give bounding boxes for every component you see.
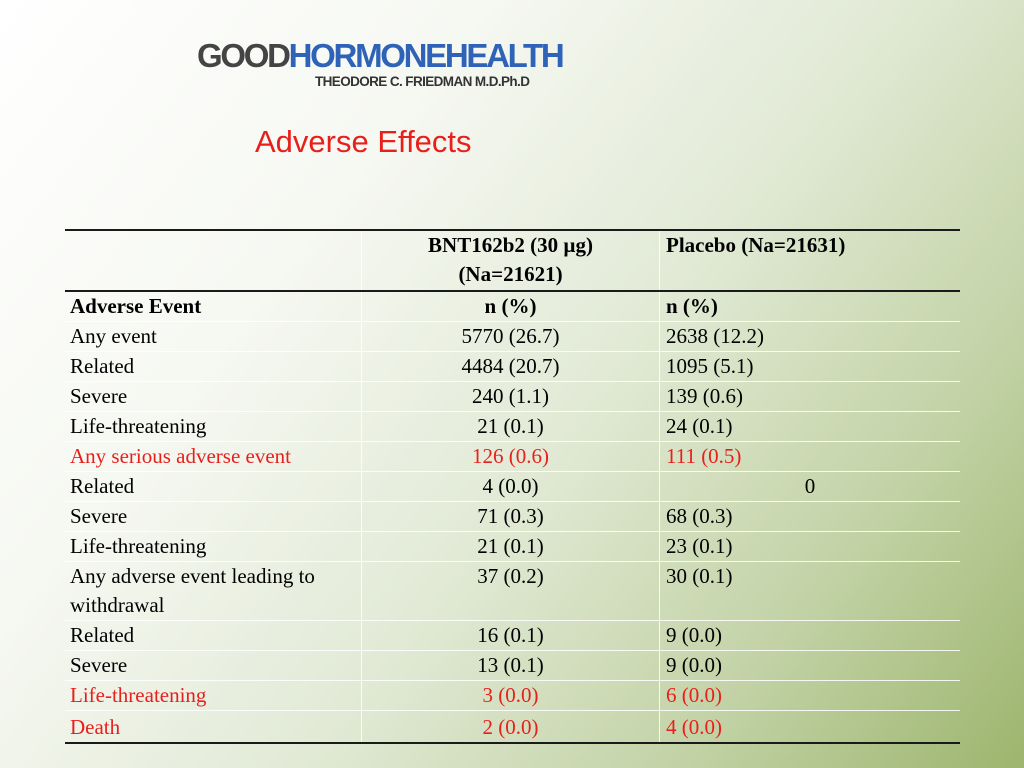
logo-subtitle: THEODORE C. FRIEDMAN M.D.Ph.D (315, 74, 530, 89)
row-placebo-value: 6 (0.0) (666, 683, 722, 707)
row-label: Related (65, 472, 362, 501)
row-bnt-value: 2 (0.0) (362, 711, 660, 742)
subheader-placebo: n (%) (666, 294, 718, 318)
adverse-events-table: BNT162b2 (30 µg) (Na=21621) Placebo (Na=… (65, 229, 960, 744)
row-label: Life-threatening (65, 412, 362, 441)
row-label: Life-threatening (65, 681, 362, 710)
row-bnt-value: 5770 (26.7) (362, 322, 660, 351)
row-placebo-value: 1095 (5.1) (666, 354, 754, 378)
table-row: Severe 13 (0.1) 9 (0.0) (65, 651, 960, 681)
row-label: Severe (65, 382, 362, 411)
header-placebo-cell: Placebo (Na=21631) (666, 233, 846, 257)
page-title: Adverse Effects (255, 124, 472, 159)
table-row: Any adverse event leading to withdrawal … (65, 562, 960, 621)
row-placebo-value: 9 (0.0) (666, 623, 722, 647)
table-row: Severe 240 (1.1) 139 (0.6) (65, 382, 960, 412)
row-placebo-value: 68 (0.3) (666, 504, 733, 528)
logo: GOODHORMONEHEALTH THEODORE C. FRIEDMAN M… (197, 38, 565, 96)
table-header-row: BNT162b2 (30 µg) (Na=21621) Placebo (Na=… (65, 231, 960, 292)
table-row: Any serious adverse event 126 (0.6) 111 … (65, 442, 960, 472)
row-bnt-value: 3 (0.0) (362, 681, 660, 710)
row-placebo-value: 24 (0.1) (666, 414, 733, 438)
row-label: Severe (65, 651, 362, 680)
row-bnt-value: 126 (0.6) (362, 442, 660, 471)
row-bnt-value: 13 (0.1) (362, 651, 660, 680)
row-placebo-value: 111 (0.5) (666, 444, 742, 468)
table-row: Life-threatening 3 (0.0) 6 (0.0) (65, 681, 960, 711)
row-placebo-value: 4 (0.0) (666, 715, 722, 739)
row-bnt-value: 37 (0.2) (362, 562, 660, 620)
row-label: Related (65, 352, 362, 381)
header-bnt-line1: BNT162b2 (30 µg) (428, 233, 593, 257)
header-bnt-cell: BNT162b2 (30 µg) (Na=21621) (362, 231, 660, 290)
row-placebo-value: 139 (0.6) (666, 384, 743, 408)
row-bnt-value: 71 (0.3) (362, 502, 660, 531)
table-row: Related 16 (0.1) 9 (0.0) (65, 621, 960, 651)
row-placebo-value: 9 (0.0) (666, 653, 722, 677)
row-placebo-value: 30 (0.1) (666, 564, 733, 588)
row-bnt-value: 240 (1.1) (362, 382, 660, 411)
row-label: Any serious adverse event (65, 442, 362, 471)
table-row: Any event 5770 (26.7) 2638 (12.2) (65, 322, 960, 352)
row-label: Death (65, 711, 362, 742)
table-row: Related 4484 (20.7) 1095 (5.1) (65, 352, 960, 382)
logo-hormonehealth: HORMONEHEALTH (288, 37, 565, 74)
row-bnt-value: 4484 (20.7) (362, 352, 660, 381)
header-bnt-line2: (Na=21621) (458, 262, 563, 286)
row-placebo-value: 0 (804, 474, 816, 498)
table-subheader-row: Adverse Event n (%) n (%) (65, 292, 960, 322)
row-bnt-value: 16 (0.1) (362, 621, 660, 650)
row-placebo-value: 2638 (12.2) (666, 324, 764, 348)
row-label: Life-threatening (65, 532, 362, 561)
row-label: Severe (65, 502, 362, 531)
table-row: Related 4 (0.0) 0 (65, 472, 960, 502)
row-bnt-value: 4 (0.0) (362, 472, 660, 501)
table-row: Life-threatening 21 (0.1) 24 (0.1) (65, 412, 960, 442)
row-bnt-value: 21 (0.1) (362, 412, 660, 441)
subheader-label: Adverse Event (65, 292, 362, 321)
row-placebo-value: 23 (0.1) (666, 534, 733, 558)
row-label: Any event (65, 322, 362, 351)
table-row: Death 2 (0.0) 4 (0.0) (65, 711, 960, 742)
table-row: Severe 71 (0.3) 68 (0.3) (65, 502, 960, 532)
subheader-bnt: n (%) (362, 292, 660, 321)
header-empty-cell (65, 231, 362, 290)
table-row: Life-threatening 21 (0.1) 23 (0.1) (65, 532, 960, 562)
logo-good: GOOD (197, 37, 291, 74)
logo-wordmark: GOODHORMONEHEALTH (197, 37, 565, 74)
row-label: Related (65, 621, 362, 650)
row-bnt-value: 21 (0.1) (362, 532, 660, 561)
row-label: Any adverse event leading to withdrawal (65, 562, 362, 620)
